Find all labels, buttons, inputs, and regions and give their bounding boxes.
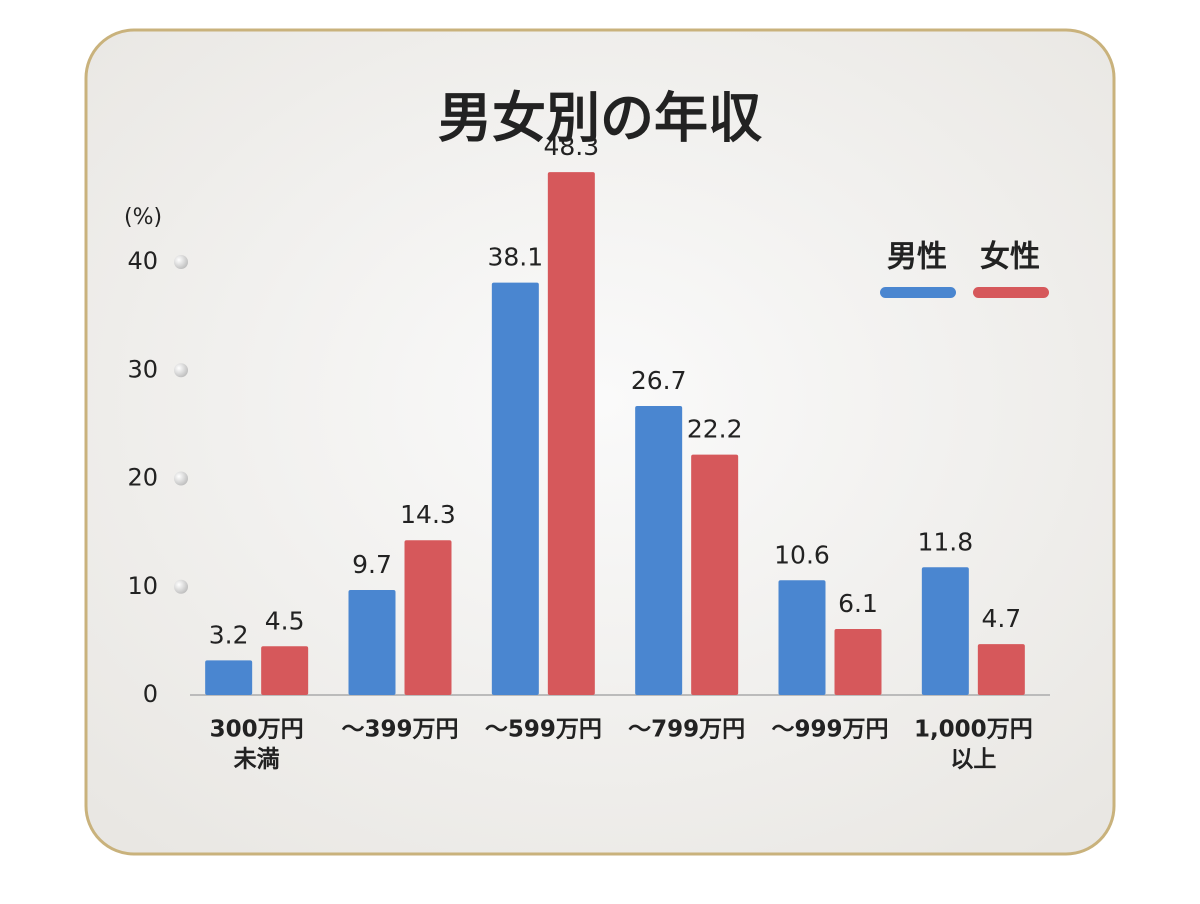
- legend-swatch: [973, 287, 1049, 298]
- value-label: 4.5: [265, 606, 305, 635]
- tick-mark: [174, 363, 188, 378]
- bar: [635, 405, 683, 695]
- x-tick-label: ～399万円: [341, 717, 458, 743]
- bar: [491, 282, 539, 695]
- bar: [547, 172, 595, 696]
- y-axis-label: (%): [124, 205, 162, 230]
- y-tick-label: 20: [127, 464, 158, 492]
- x-tick-label: 1,000万円: [914, 717, 1033, 743]
- y-tick-label: 30: [127, 355, 158, 383]
- x-tick-label: 300万円: [210, 717, 304, 743]
- value-label: 10.6: [774, 540, 830, 569]
- legend-swatch: [880, 287, 956, 298]
- tick-mark: [174, 255, 188, 269]
- tick-mark: [174, 579, 188, 594]
- bar: [404, 540, 452, 695]
- value-label: 22.2: [687, 415, 743, 444]
- legend-label: 男性: [887, 240, 947, 275]
- x-tick-label: ～799万円: [628, 717, 745, 743]
- x-tick-label: ～599万円: [485, 717, 602, 743]
- value-label: 48.3: [543, 132, 599, 161]
- bar: [778, 580, 826, 695]
- bar: [205, 660, 253, 695]
- chart-title: 男女別の年収: [438, 87, 762, 150]
- y-tick-label: 10: [127, 572, 158, 600]
- y-tick-label: 0: [143, 680, 158, 708]
- bar: [348, 589, 396, 695]
- value-label: 9.7: [352, 550, 392, 579]
- bar: [834, 628, 882, 695]
- value-label: 3.2: [209, 620, 249, 649]
- x-tick-label: 以上: [950, 747, 996, 773]
- bar: [261, 646, 309, 695]
- legend-label: 女性: [980, 240, 1040, 275]
- bar: [977, 644, 1025, 695]
- value-label: 38.1: [487, 243, 543, 272]
- tick-mark: [174, 471, 188, 486]
- value-label: 11.8: [917, 527, 973, 556]
- value-label: 6.1: [838, 589, 878, 618]
- value-label: 14.3: [400, 500, 456, 529]
- bar: [921, 567, 969, 695]
- value-label: 26.7: [631, 366, 687, 395]
- x-tick-label: ～999万円: [771, 717, 888, 743]
- bar: [691, 454, 739, 695]
- x-tick-label: 未満: [234, 747, 280, 773]
- y-tick-label: 40: [127, 247, 158, 275]
- value-label: 4.7: [981, 604, 1021, 633]
